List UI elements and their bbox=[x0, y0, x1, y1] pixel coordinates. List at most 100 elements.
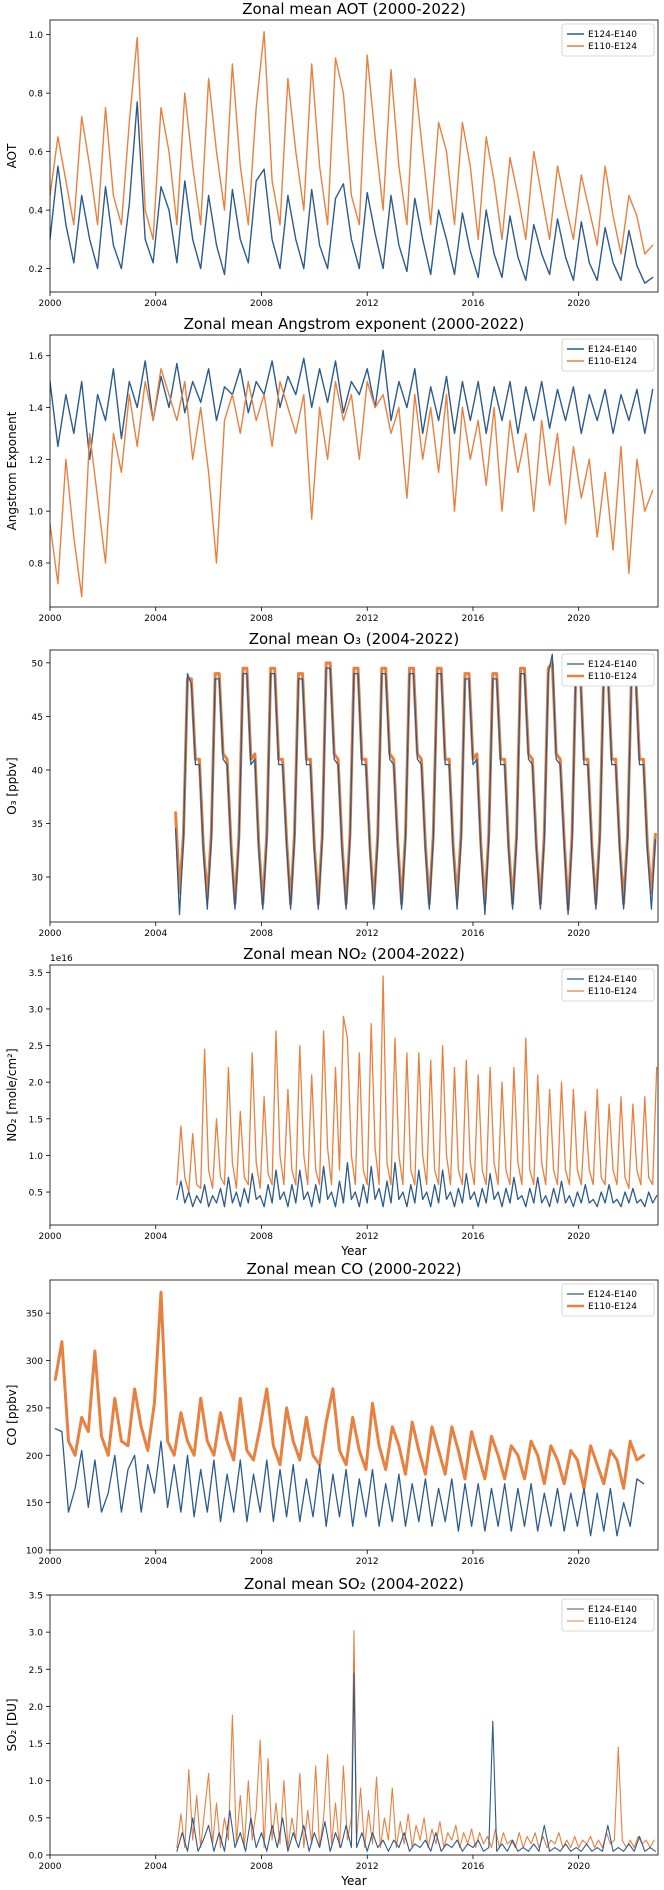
legend-label: E110-E124 bbox=[588, 1302, 637, 1312]
x-tick-label: 2008 bbox=[250, 1862, 273, 1872]
x-tick-label: 2008 bbox=[250, 1232, 273, 1242]
y-tick-label: 45 bbox=[32, 713, 43, 723]
x-tick-label: 2004 bbox=[144, 1862, 167, 1872]
x-tick-label: 2000 bbox=[39, 614, 62, 624]
y-axis-label: NO₂ [mole/cm²] bbox=[5, 1048, 19, 1141]
legend-label: E124-E140 bbox=[588, 975, 637, 985]
series-line-e124-e140 bbox=[50, 349, 654, 461]
y-tick-label: 2.5 bbox=[29, 1042, 43, 1052]
legend-label: E110-E124 bbox=[588, 672, 637, 682]
y-tick-label: 35 bbox=[32, 820, 43, 830]
x-tick-label: 2004 bbox=[144, 1232, 167, 1242]
y-tick-label: 1.5 bbox=[29, 1115, 43, 1125]
x-tick-label: 2008 bbox=[250, 299, 273, 309]
y-tick-label: 1.6 bbox=[29, 352, 44, 362]
legend-label: E124-E140 bbox=[588, 660, 637, 670]
x-tick-label: 2012 bbox=[356, 1557, 379, 1567]
chart-svg-6: Zonal mean SO₂ (2004-2022) 2000 2004 2008 20… bbox=[5, 1575, 659, 1888]
series-line-e110-e124 bbox=[176, 975, 658, 1193]
legend: E124-E140 E110-E124 bbox=[561, 338, 655, 372]
y-tick-label: 3.5 bbox=[29, 969, 43, 979]
x-tick-label: 2020 bbox=[567, 614, 590, 624]
x-tick-label: 2000 bbox=[39, 1232, 62, 1242]
y-tick-label: 1.2 bbox=[29, 456, 43, 466]
y-tick-label: 2.5 bbox=[29, 1666, 43, 1676]
plot-frame bbox=[49, 1594, 659, 1856]
x-tick-label: 2000 bbox=[39, 299, 62, 309]
axis-scale-note: 1e16 bbox=[50, 954, 73, 964]
x-tick-label: 2000 bbox=[39, 1557, 62, 1567]
y-tick-label: 0.2 bbox=[29, 265, 43, 275]
x-tick-label: 2012 bbox=[356, 299, 379, 309]
x-tick-label: 2008 bbox=[250, 929, 273, 939]
y-tick-label: 3.0 bbox=[29, 1629, 44, 1639]
plot-frame bbox=[49, 1279, 659, 1551]
y-axis-label: AOT bbox=[5, 143, 19, 168]
legend: E124-E140 E110-E124 bbox=[561, 653, 655, 687]
x-tick-label: 2016 bbox=[462, 929, 485, 939]
x-tick-label: 2020 bbox=[567, 1862, 590, 1872]
series-line-e110-e124 bbox=[53, 1290, 645, 1490]
chart-title: Zonal mean AOT (2000-2022) bbox=[242, 0, 466, 18]
y-tick-label: 0.0 bbox=[29, 1852, 44, 1862]
legend: E124-E140 E110-E124 bbox=[561, 23, 655, 57]
x-tick-label: 2020 bbox=[567, 929, 590, 939]
chart-title: Zonal mean CO (2000-2022) bbox=[247, 1260, 462, 1278]
x-tick-label: 2008 bbox=[250, 1557, 273, 1567]
series-line-e110-e124 bbox=[50, 368, 654, 598]
x-tick-label: 2016 bbox=[462, 1862, 485, 1872]
y-tick-label: 1.0 bbox=[29, 1152, 44, 1162]
y-tick-label: 100 bbox=[26, 1547, 43, 1557]
chart-panel-5: Zonal mean CO (2000-2022) 2000 2004 2008 201… bbox=[0, 1260, 664, 1575]
y-tick-label: 3.5 bbox=[29, 1592, 43, 1602]
plot-frame bbox=[49, 964, 659, 1226]
series-line-e124-e140 bbox=[54, 1428, 645, 1537]
legend: E124-E140 E110-E124 bbox=[561, 968, 655, 1002]
y-tick-label: 300 bbox=[26, 1357, 43, 1367]
x-tick-label: 2016 bbox=[462, 1557, 485, 1567]
legend-label: E110-E124 bbox=[588, 987, 637, 997]
x-tick-label: 2004 bbox=[144, 299, 167, 309]
y-tick-label: 0.6 bbox=[29, 148, 44, 158]
series-line-e110-e124 bbox=[176, 1630, 655, 1849]
x-tick-label: 2020 bbox=[567, 1232, 590, 1242]
chart-panel-1: Zonal mean AOT (2000-2022) 2000 2004 2008 20… bbox=[0, 0, 664, 315]
y-tick-label: 0.8 bbox=[29, 559, 44, 569]
legend-label: E110-E124 bbox=[588, 42, 637, 52]
chart-svg-2: Zonal mean Angstrom exponent (2000-2022)… bbox=[5, 315, 659, 624]
legend-label: E124-E140 bbox=[588, 30, 637, 40]
x-tick-label: 2012 bbox=[356, 929, 379, 939]
y-tick-label: 0.5 bbox=[29, 1189, 43, 1199]
y-tick-label: 0.4 bbox=[29, 207, 44, 217]
x-tick-label: 2000 bbox=[39, 929, 62, 939]
chart-panel-3: Zonal mean O₃ (2004-2022) 2000 2004 2008 201… bbox=[0, 630, 664, 945]
x-tick-label: 2016 bbox=[462, 299, 485, 309]
y-tick-label: 1.0 bbox=[29, 1777, 44, 1787]
y-tick-label: 40 bbox=[32, 766, 44, 776]
x-tick-label: 2012 bbox=[356, 1232, 379, 1242]
y-tick-label: 2.0 bbox=[29, 1703, 44, 1713]
x-tick-label: 2008 bbox=[250, 614, 273, 624]
x-tick-label: 2004 bbox=[144, 1557, 167, 1567]
y-tick-label: 1.0 bbox=[29, 31, 44, 41]
x-tick-label: 2016 bbox=[462, 614, 485, 624]
x-tick-label: 2016 bbox=[462, 1232, 485, 1242]
plot-frame bbox=[49, 19, 659, 293]
chart-title: Zonal mean SO₂ (2004-2022) bbox=[244, 1575, 464, 1593]
legend-label: E124-E140 bbox=[588, 1290, 637, 1300]
plot-frame bbox=[49, 649, 659, 923]
x-tick-label: 2020 bbox=[567, 299, 590, 309]
y-tick-label: 50 bbox=[32, 659, 44, 669]
x-tick-label: 2004 bbox=[144, 929, 167, 939]
series-line-e124-e140 bbox=[176, 1162, 658, 1208]
legend-label: E110-E124 bbox=[588, 1617, 637, 1627]
chart-title: Zonal mean O₃ (2004-2022) bbox=[249, 630, 459, 648]
y-tick-label: 200 bbox=[26, 1452, 43, 1462]
chart-svg-3: Zonal mean O₃ (2004-2022) 2000 2004 2008 201… bbox=[5, 630, 659, 939]
chart-title: Zonal mean NO₂ (2004-2022) bbox=[243, 945, 465, 963]
y-tick-label: 2.0 bbox=[29, 1079, 44, 1089]
chart-panel-2: Zonal mean Angstrom exponent (2000-2022)… bbox=[0, 315, 664, 630]
x-axis-label: Year bbox=[340, 1244, 366, 1258]
legend-label: E124-E140 bbox=[588, 1605, 637, 1615]
series-line-e110-e124 bbox=[50, 31, 654, 255]
